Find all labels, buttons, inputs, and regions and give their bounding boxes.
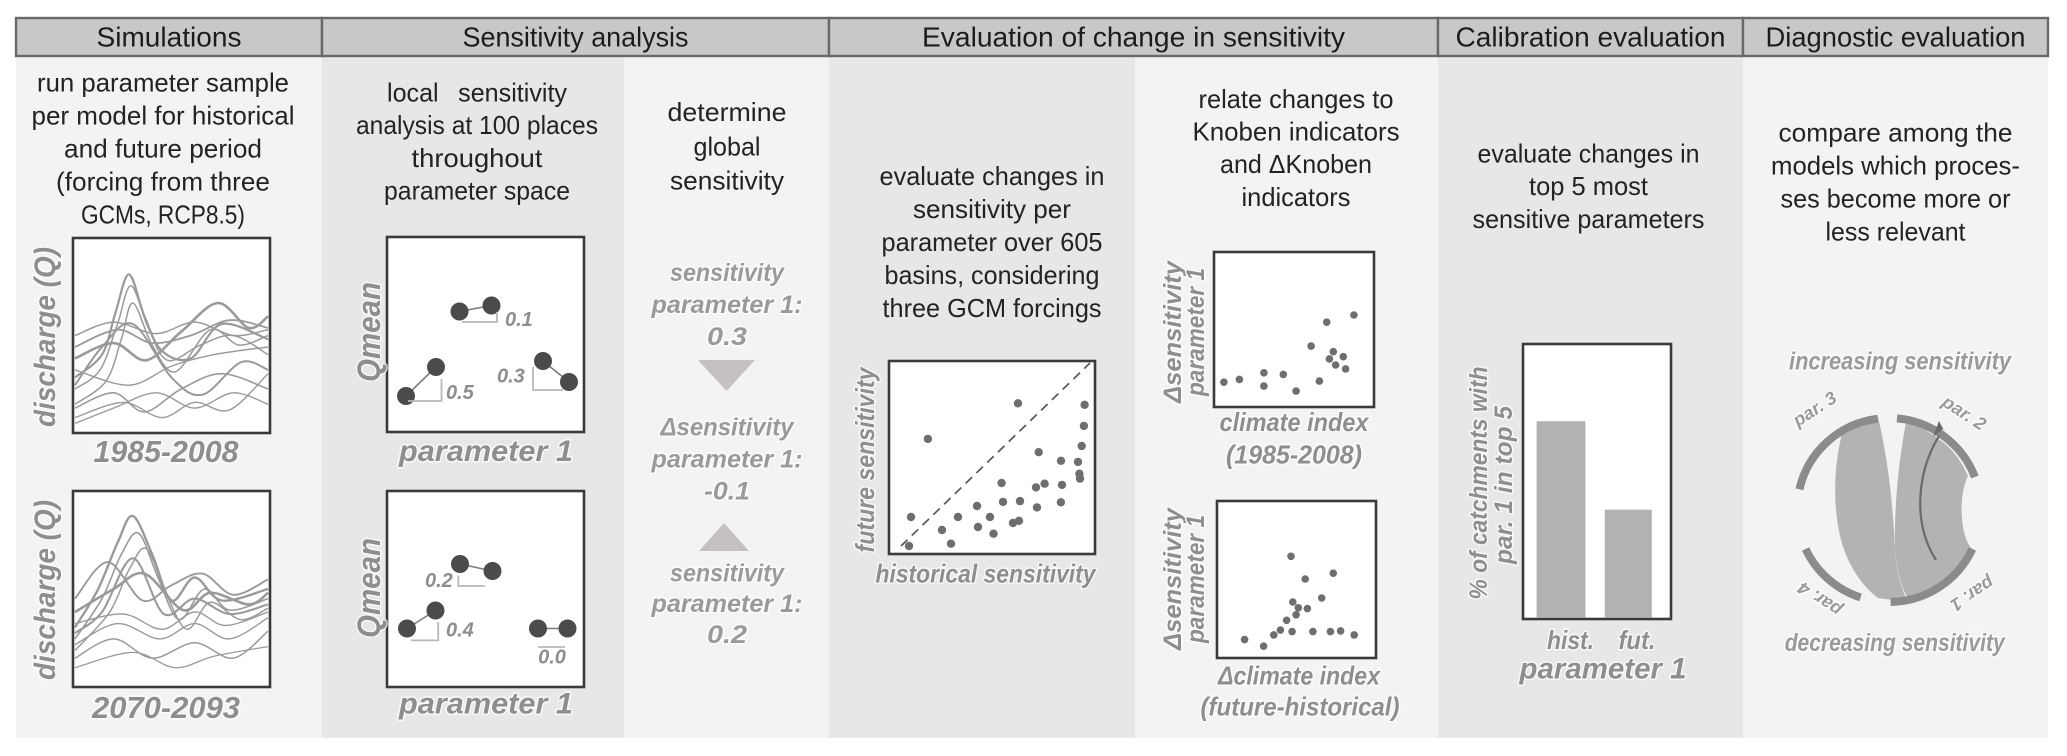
svg-text:discharge (Q): discharge (Q) [29,500,62,680]
svg-text:(forcing from three: (forcing from three [56,166,270,196]
svg-text:global: global [694,131,761,161]
svg-text:0.0: 0.0 [538,647,566,669]
svg-text:indicators: indicators [1242,182,1351,212]
svg-text:Diagnostic evaluation: Diagnostic evaluation [1766,22,2026,53]
svg-text:per model for historical: per model for historical [32,100,295,130]
svg-text:models which proces-: models which proces- [1771,151,2020,181]
svg-text:0.2: 0.2 [707,621,747,649]
svg-text:analysis at 100 places: analysis at 100 places [356,110,598,140]
svg-text:0.1: 0.1 [505,309,533,331]
svg-text:ses become more or: ses become more or [1781,184,2011,214]
svg-text:(1985-2008): (1985-2008) [1226,439,1362,469]
svg-text:parameter space: parameter space [384,176,570,206]
svg-text:parameter 1:: parameter 1: [650,291,802,319]
svg-text:evaluate changes in: evaluate changes in [1478,138,1700,168]
svg-text:sensitivity: sensitivity [670,559,785,587]
svg-text:Sensitivity analysis: Sensitivity analysis [463,22,689,53]
svg-text:0.3: 0.3 [497,366,525,388]
svg-text:sensitivity per: sensitivity per [913,194,1071,224]
svg-text:hist.: hist. [1547,625,1594,655]
svg-text:and ΔKnoben: and ΔKnoben [1220,149,1372,179]
svg-text:Simulations: Simulations [97,22,242,53]
svg-text:fut.: fut. [1619,625,1656,655]
svg-text:decreasing sensitivity: decreasing sensitivity [1785,629,2006,657]
svg-text:parameter 1: parameter 1 [1182,515,1210,644]
svg-text:and future period: and future period [64,133,262,163]
svg-text:Knoben indicators: Knoben indicators [1193,117,1400,147]
svg-text:par. 1 in top 5: par. 1 in top 5 [1490,405,1518,565]
svg-text:(future-historical): (future-historical) [1201,692,1400,722]
svg-text:relate changes to: relate changes to [1199,84,1394,114]
svg-text:parameter 1: parameter 1 [398,688,573,721]
svg-text:Calibration evaluation: Calibration evaluation [1456,22,1726,53]
svg-text:parameter 1:: parameter 1: [650,590,802,618]
svg-text:parameter 1: parameter 1 [1182,268,1210,397]
svg-text:run parameter sample: run parameter sample [37,67,289,97]
svg-text:climate index: climate index [1220,407,1370,437]
svg-text:1985-2008: 1985-2008 [94,434,240,469]
svg-text:parameter 1: parameter 1 [1519,653,1687,686]
svg-text:GCMs, RCP8.5): GCMs, RCP8.5) [81,199,245,229]
svg-text:parameter 1: parameter 1 [398,435,573,468]
svg-text:parameter 1:: parameter 1: [650,445,802,473]
svg-text:0.4: 0.4 [446,620,474,642]
svg-text:Δclimate index: Δclimate index [1217,661,1381,691]
svg-text:top 5 most: top 5 most [1529,171,1649,201]
svg-text:sensitive parameters: sensitive parameters [1473,204,1705,234]
svg-text:throughout: throughout [412,143,544,173]
svg-text:Δsensitivity: Δsensitivity [1159,260,1187,404]
svg-text:Evaluation of change in sensit: Evaluation of change in sensitivity [922,22,1345,53]
svg-text:local sensitivity: local sensitivity [387,78,567,108]
svg-text:historical sensitivity: historical sensitivity [876,559,1097,589]
svg-text:determine: determine [668,97,787,127]
svg-text:0.5: 0.5 [446,382,475,404]
svg-text:basins, considering: basins, considering [885,260,1100,290]
svg-text:Qmean: Qmean [351,538,387,638]
svg-text:compare among the: compare among the [1779,118,2013,148]
svg-text:Qmean: Qmean [351,282,387,382]
svg-text:-0.1: -0.1 [704,477,750,505]
svg-text:% of catchments with: % of catchments with [1465,367,1493,600]
svg-text:parameter over 605: parameter over 605 [882,227,1103,257]
svg-text:0.3: 0.3 [707,323,747,351]
svg-text:sensitivity: sensitivity [670,166,784,196]
svg-text:Δsensitivity: Δsensitivity [1159,507,1187,651]
svg-text:three GCM forcings: three GCM forcings [883,293,1102,323]
svg-text:2070-2093: 2070-2093 [91,690,240,725]
svg-text:future sensitivity: future sensitivity [850,366,880,552]
svg-text:discharge (Q): discharge (Q) [29,247,62,427]
svg-text:evaluate changes in: evaluate changes in [880,161,1105,191]
svg-text:less relevant: less relevant [1826,217,1967,247]
svg-text:Δsensitivity: Δsensitivity [660,413,795,441]
svg-text:0.2: 0.2 [425,570,453,592]
svg-text:increasing sensitivity: increasing sensitivity [1789,348,2012,376]
svg-text:sensitivity: sensitivity [670,259,785,287]
